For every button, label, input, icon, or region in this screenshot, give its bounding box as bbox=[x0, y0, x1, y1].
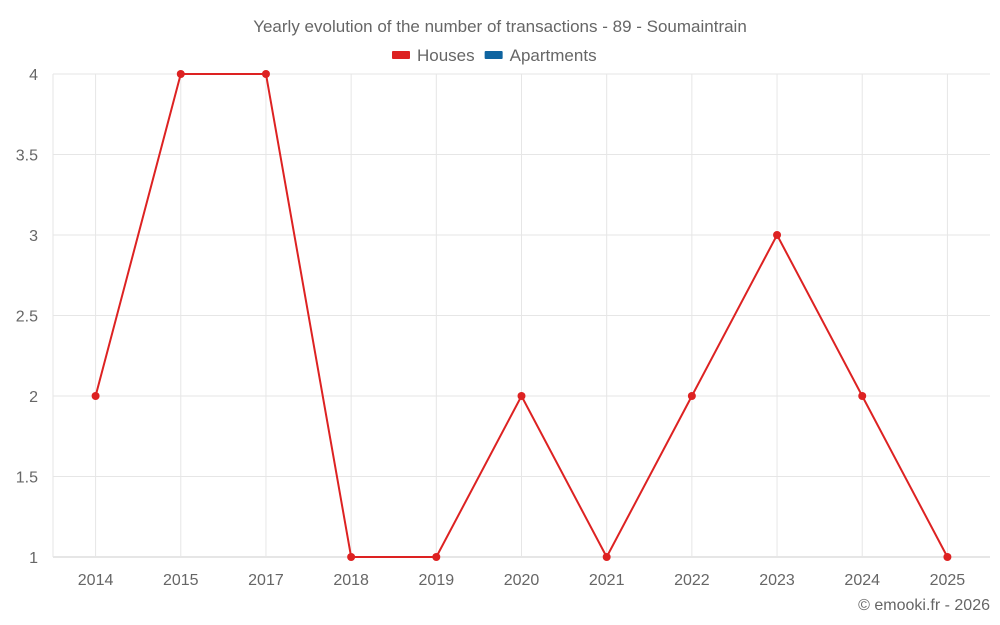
legend-swatch-houses bbox=[392, 51, 410, 59]
x-axis: 2014 2015 2017 2018 2019 2020 2021 2022 2023 2024… bbox=[78, 572, 966, 589]
data-point bbox=[858, 392, 867, 400]
x-tick-label: 2022 bbox=[674, 572, 710, 589]
legend: Houses Apartments bbox=[392, 46, 597, 65]
x-tick-label: 2019 bbox=[419, 572, 455, 589]
chart-title: Yearly evolution of the number of transa… bbox=[253, 17, 747, 36]
y-tick-label: 2.5 bbox=[16, 309, 38, 326]
x-tick-label: 2025 bbox=[930, 572, 966, 589]
data-point bbox=[687, 392, 696, 400]
data-point bbox=[91, 392, 100, 400]
data-point bbox=[517, 392, 526, 400]
y-tick-label: 1.5 bbox=[16, 470, 38, 487]
legend-label-houses: Houses bbox=[417, 46, 475, 65]
legend-label-apartments: Apartments bbox=[510, 46, 597, 65]
y-tick-label: 3 bbox=[29, 228, 38, 245]
data-point bbox=[602, 553, 611, 561]
x-tick-label: 2018 bbox=[333, 572, 369, 589]
series-layer bbox=[91, 70, 952, 561]
x-tick-label: 2015 bbox=[163, 572, 199, 589]
y-tick-label: 4 bbox=[29, 67, 38, 84]
x-tick-label: 2024 bbox=[844, 572, 880, 589]
x-tick-label: 2021 bbox=[589, 572, 625, 589]
y-tick-label: 1 bbox=[29, 550, 38, 567]
legend-swatch-apartments bbox=[484, 51, 503, 59]
data-point bbox=[773, 231, 782, 239]
x-tick-label: 2023 bbox=[759, 572, 795, 589]
data-point bbox=[432, 553, 441, 561]
x-tick-label: 2020 bbox=[504, 572, 540, 589]
y-axis: 1 1.5 2 2.5 3 3.5 4 bbox=[16, 67, 38, 567]
x-tick-label: 2014 bbox=[78, 572, 114, 589]
data-point bbox=[176, 70, 185, 78]
data-point bbox=[943, 553, 952, 561]
y-tick-label: 2 bbox=[29, 389, 38, 406]
grid bbox=[52, 73, 990, 558]
data-point bbox=[261, 70, 270, 78]
data-point bbox=[347, 553, 356, 561]
credit-text: © emooki.fr - 2026 bbox=[858, 597, 990, 614]
x-tick-label: 2017 bbox=[248, 572, 284, 589]
y-tick-label: 3.5 bbox=[16, 148, 38, 165]
